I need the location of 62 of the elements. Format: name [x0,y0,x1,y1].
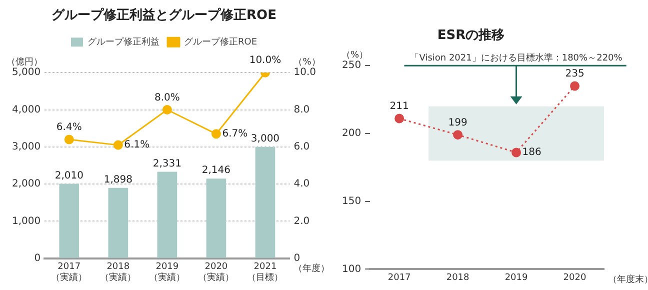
y-tick-label: 250 [342,60,362,72]
y-tick-label: 150 [342,196,362,207]
data-label: 1,898 [104,174,132,186]
chart-title: ESRの推移 [437,28,505,44]
x-tick-label: 2019 （実績） [149,262,186,283]
y2-tick-label: 0 [294,252,300,264]
point [453,130,463,140]
y-tick-label: 200 [342,128,362,140]
data-label: 211 [390,101,409,112]
data-label: 6.1% [124,140,150,151]
point [64,134,74,144]
x-tick-label: 2017 （実績） [51,262,88,283]
x-tick-label: 2017 [388,272,411,283]
x-tick-label: 2020 （実績） [198,262,234,283]
y-tick-label: 1,000 [12,216,41,227]
data-label: 3,000 [250,134,280,145]
data-label: 6.4% [56,122,82,134]
bar [108,188,128,258]
bar [59,184,80,258]
point [113,140,123,150]
x-tick-label: 2020 [563,272,586,283]
x-axis-title: （年度） [294,263,330,274]
y2-tick-label: 8.0 [294,104,310,116]
y-tick-label: 100 [342,264,362,275]
y-tick-label: 4,000 [12,104,41,116]
chart-title: グループ修正利益とグループ修正ROE [52,7,276,24]
point [394,114,404,124]
legend-label: グループ修正利益 [87,36,160,48]
data-label: 186 [522,147,542,158]
data-label: 2,010 [54,170,84,182]
point [570,81,580,91]
y2-axis-title: （%） [294,57,320,68]
y-tick-label: 5,000 [12,67,41,78]
y2-tick-label: 6.0 [294,142,310,153]
point [211,129,221,139]
x-tick-label: 2018 [446,272,470,283]
data-label: 235 [565,68,584,80]
y-tick-label: 0 [34,252,41,264]
y2-tick-label: 10.0 [294,67,316,78]
data-label: 2,146 [202,165,231,176]
point [512,148,522,158]
data-label: 6.7% [222,128,248,140]
x-axis-title: （年度末） [608,274,648,286]
y-axis-title: （億円） [6,56,43,68]
y-tick-label: 3,000 [12,142,41,153]
point [162,105,172,115]
bar [255,146,276,258]
y2-tick-label: 4.0 [294,178,310,190]
x-tick-label: 2021 （目標） [247,262,284,283]
data-label: 2,331 [152,158,182,170]
y-tick-label: 2,000 [12,178,41,190]
bar [206,178,226,258]
legend-label: グループ修正ROE [184,36,258,48]
data-label: 199 [448,117,468,128]
x-tick-label: 2019 [504,272,528,283]
y2-tick-label: 2.0 [294,216,310,227]
data-label: 10.0% [249,55,282,66]
y-axis-title: （%） [342,50,368,60]
bar [157,172,178,258]
x-tick-label: 2018 （実績） [100,262,136,283]
data-label: 8.0% [154,92,180,104]
band-label: 「Vision 2021」における目標水準：180%～220% [410,52,623,64]
